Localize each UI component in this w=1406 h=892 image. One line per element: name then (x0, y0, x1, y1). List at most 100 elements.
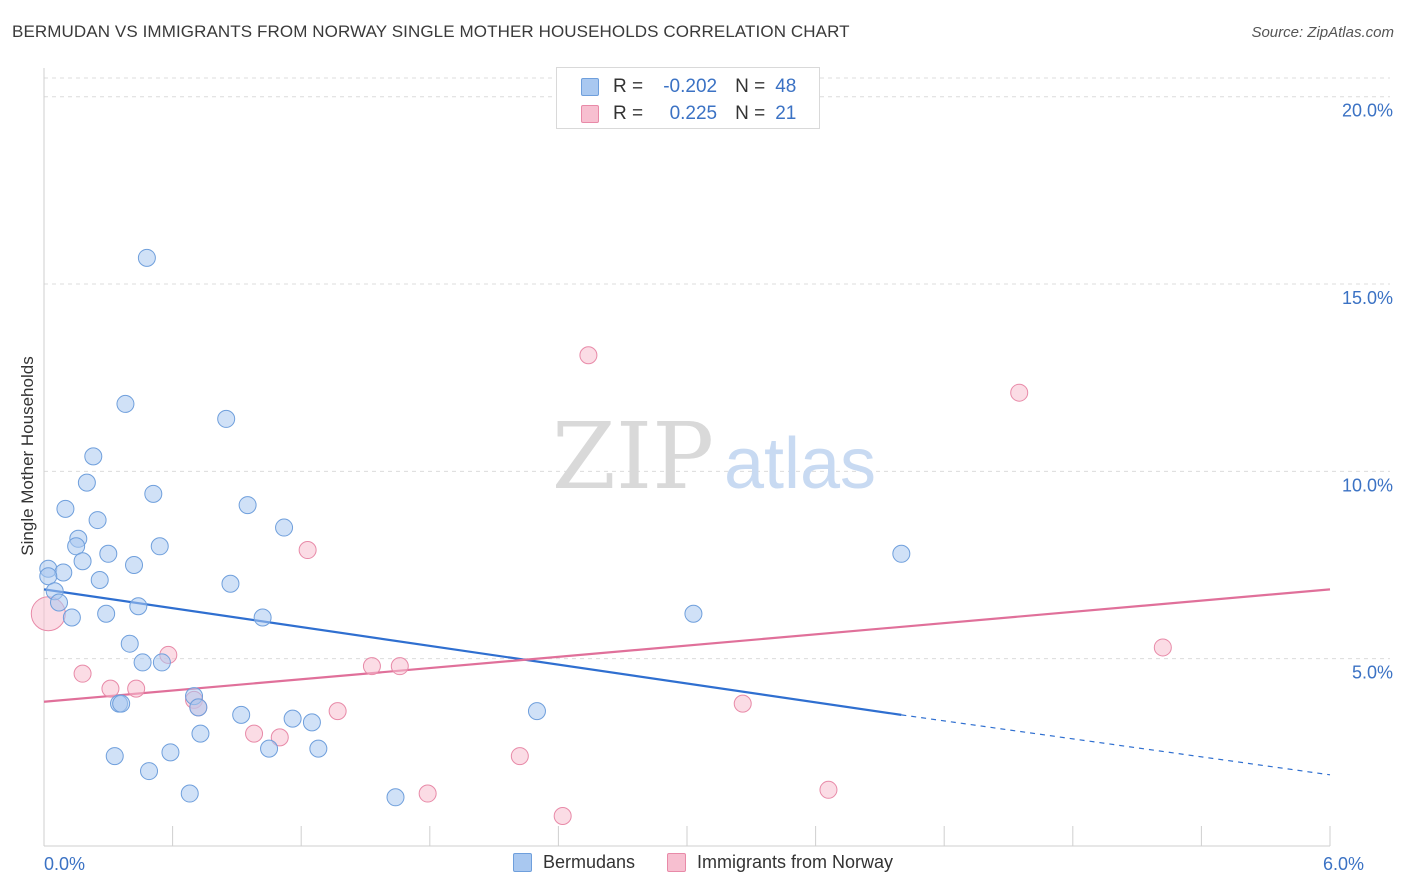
source-label: Source: ZipAtlas.com (1251, 24, 1394, 41)
stats-legend: R = -0.202 N = 48 R = 0.225 N = 21 (556, 67, 820, 129)
bermudans-point (84, 447, 103, 466)
tick-labels: 5.0% 10.0% 15.0% 20.0% 0.0% 6.0% (44, 101, 1393, 874)
bermudans-point (180, 784, 199, 803)
bermudans-point (684, 604, 703, 623)
data-points (30, 248, 1172, 826)
bermudans-point (892, 544, 911, 563)
norway-point (362, 657, 381, 676)
r-value: -0.202 (663, 76, 718, 97)
y-tick-label: 20.0% (1342, 101, 1393, 121)
bermudans-point (54, 563, 73, 582)
series-legend: Bermudans Immigrants from Norway (0, 852, 1406, 873)
bermudans-point (105, 747, 124, 766)
watermark: ZIP atlas (552, 403, 876, 510)
bermudans-point (129, 597, 148, 616)
bermudans-point (90, 571, 109, 590)
bermudans-point (309, 739, 328, 758)
n-label: N = (735, 103, 766, 124)
bermudans-point (144, 484, 163, 503)
bermudans-point (50, 593, 69, 612)
bermudans-point (283, 709, 302, 728)
bermudans-point (62, 608, 81, 627)
bermudans-point (221, 574, 240, 593)
norway-point (245, 724, 264, 743)
n-value: 48 (775, 76, 797, 97)
n-label: N = (735, 76, 766, 97)
bermudans-point (189, 698, 208, 717)
norway-point (733, 694, 752, 713)
gridlines (44, 77, 1390, 660)
bermudans-point (152, 653, 171, 672)
bermudans-point (73, 552, 92, 571)
n-value: 21 (775, 103, 797, 124)
bermudans-point (88, 511, 107, 530)
trend-line-norway (43, 588, 1331, 703)
r-label: R = (613, 76, 644, 97)
legend-label: Bermudans (542, 852, 636, 872)
norway-point (1010, 383, 1029, 402)
bermudans-point (232, 705, 251, 724)
norway-point (390, 657, 409, 676)
norway-point (1153, 638, 1172, 657)
trend-lines (43, 588, 1331, 776)
axes (43, 68, 1331, 847)
norway-swatch (581, 105, 599, 123)
legend-label: Immigrants from Norway (697, 852, 894, 872)
bermudans-swatch (581, 78, 599, 96)
bermudans-point (77, 473, 96, 492)
bermudans-point (39, 567, 58, 586)
bermudans-point (137, 248, 156, 267)
norway-point (270, 728, 289, 747)
y-tick-label: 15.0% (1342, 288, 1393, 308)
bermudans-point (150, 537, 169, 556)
bermudans-point (140, 762, 159, 781)
legend-item-bermudans[interactable]: Bermudans (512, 852, 636, 873)
stats-row-bermudans: R = -0.202 N = 48 (581, 74, 796, 100)
bermudans-point (238, 496, 257, 515)
norway-point (101, 679, 120, 698)
norway-point (418, 784, 437, 803)
r-label: R = (613, 103, 644, 124)
norway-point (553, 807, 572, 826)
watermark-atlas: atlas (724, 424, 876, 504)
bermudans-point (253, 608, 272, 627)
norway-point (579, 346, 598, 365)
norway-point (73, 664, 92, 683)
x-tick-label: 6.0% (1323, 854, 1364, 874)
norway-point (127, 679, 146, 698)
norway-point (819, 780, 838, 799)
norway-point (298, 541, 317, 560)
watermark-zip: ZIP (552, 403, 714, 510)
norway-legend-swatch (667, 853, 687, 872)
trend-line-extension (901, 714, 1331, 776)
bermudans-point (116, 394, 135, 413)
norway-point (328, 702, 347, 721)
bermudans-point (302, 713, 321, 732)
bermudans-point (133, 653, 152, 672)
bermudans-point (161, 743, 180, 762)
bermudans-point (120, 634, 139, 653)
bermudans-point (275, 518, 294, 537)
bermudans-point (56, 499, 75, 518)
y-tick-label: 10.0% (1342, 475, 1393, 495)
x-tick-label: 0.0% (44, 854, 85, 874)
y-tick-label: 5.0% (1352, 663, 1393, 683)
bermudans-point (260, 739, 279, 758)
bermudans-point (191, 724, 210, 743)
bermudans-point (97, 604, 116, 623)
bermudans-point (67, 537, 86, 556)
bermudans-point (99, 544, 118, 563)
bermudans-point (527, 702, 546, 721)
norway-point (510, 747, 529, 766)
bermudans-point (217, 409, 236, 428)
stats-row-norway: R = 0.225 N = 21 (581, 101, 796, 127)
r-value: 0.225 (669, 103, 718, 124)
bermudans-legend-swatch (512, 853, 532, 872)
chart-title: BERMUDAN VS IMMIGRANTS FROM NORWAY SINGL… (12, 22, 850, 41)
bermudans-point (386, 788, 405, 807)
bermudans-point (125, 556, 144, 575)
bermudans-point (112, 694, 131, 713)
trend-line-bermudans (43, 588, 902, 716)
legend-item-norway[interactable]: Immigrants from Norway (667, 852, 893, 873)
